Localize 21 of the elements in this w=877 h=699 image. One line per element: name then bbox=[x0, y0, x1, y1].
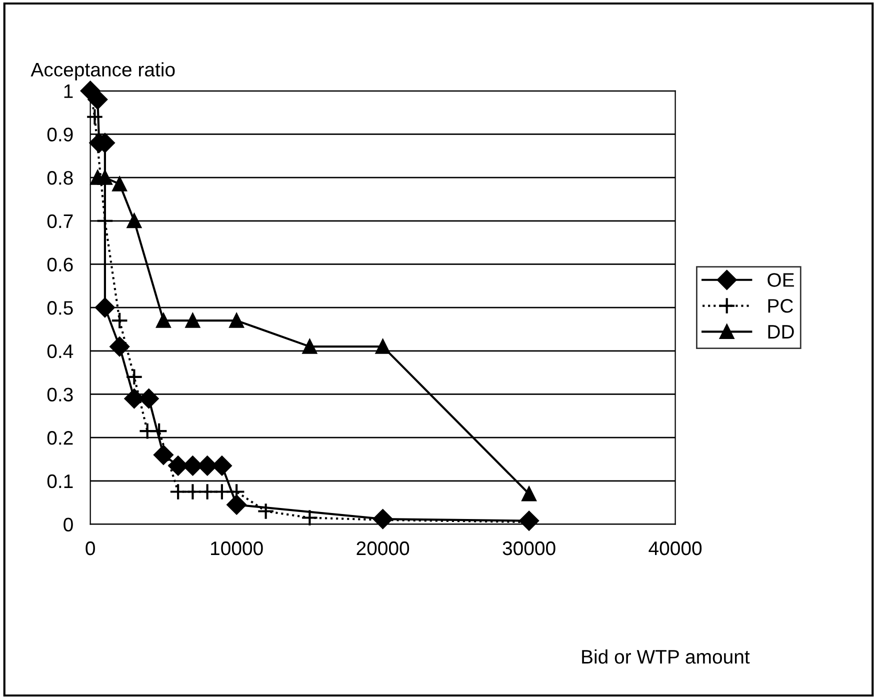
x-tick-label: 20000 bbox=[356, 541, 410, 556]
y-tick-label: 0.3 bbox=[47, 388, 73, 402]
x-tick-label: 30000 bbox=[502, 541, 556, 556]
y-tick-label: 0.2 bbox=[47, 431, 73, 445]
y-tick-label: 0.4 bbox=[47, 344, 74, 358]
x-tick-label: 10000 bbox=[211, 541, 263, 556]
x-tick-label: 0 bbox=[86, 541, 95, 556]
y-tick-label: 0.1 bbox=[47, 474, 73, 488]
y-tick-label: 0.7 bbox=[47, 214, 73, 228]
legend-label: DD bbox=[768, 325, 794, 338]
x-axis-title: Bid or WTP amount bbox=[582, 649, 750, 664]
y-tick-label: 0.8 bbox=[47, 171, 73, 185]
y-tick-label: 0.9 bbox=[47, 128, 73, 142]
y-tick-label: 0.6 bbox=[47, 258, 73, 272]
y-tick-label: 1 bbox=[64, 84, 73, 98]
legend-label: PC bbox=[768, 299, 793, 313]
legend-label: OE bbox=[768, 273, 794, 287]
x-tick-label: 40000 bbox=[648, 541, 702, 556]
y-axis-title: Acceptance ratio bbox=[30, 62, 175, 80]
y-tick-label: 0 bbox=[64, 518, 73, 532]
y-tick-label: 0.5 bbox=[47, 301, 73, 315]
